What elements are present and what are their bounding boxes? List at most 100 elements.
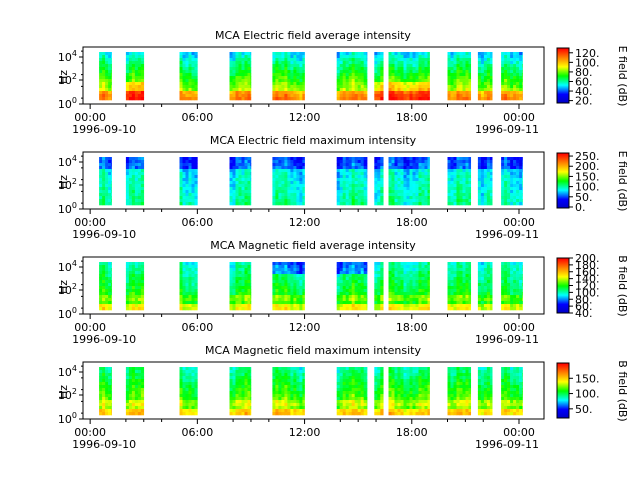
spectrogram-cell	[394, 295, 398, 299]
spectrogram-cell	[229, 370, 233, 374]
spectrogram-cell	[339, 178, 343, 182]
spectrogram-cell	[185, 274, 189, 278]
spectrogram-cell	[394, 67, 398, 71]
spectrogram-cell	[342, 196, 346, 200]
spectrogram-cell	[424, 301, 428, 305]
spectrogram-cell	[357, 97, 361, 101]
spectrogram-cell	[480, 196, 485, 200]
spectrogram-cell	[513, 193, 517, 197]
spectrogram-cell	[421, 91, 425, 95]
spectrogram-cell	[247, 271, 251, 275]
spectrogram-cell	[229, 292, 233, 296]
spectrogram-cell	[483, 91, 488, 95]
spectrogram-cell	[453, 262, 457, 266]
spectrogram-cell	[232, 73, 236, 77]
colorbar-tick-label: 20.	[575, 95, 593, 108]
spectrogram-cell	[427, 181, 430, 185]
spectrogram-cell	[108, 82, 112, 86]
spectrogram-cell	[250, 199, 252, 203]
spectrogram-cell	[391, 79, 395, 83]
spectrogram-cell	[459, 175, 463, 179]
spectrogram-cell	[489, 298, 493, 302]
spectrogram-cell	[412, 61, 416, 65]
colorbar-tick-label: 200.	[575, 252, 600, 265]
spectrogram-cell	[447, 280, 451, 284]
spectrogram-cell	[342, 175, 346, 179]
data-block	[447, 157, 472, 206]
spectrogram-cell	[137, 412, 142, 416]
spectrogram-cell	[465, 85, 469, 89]
spectrogram-cell	[137, 184, 142, 188]
spectrogram-cell	[244, 88, 248, 92]
spectrogram-cell	[134, 286, 139, 290]
spectrogram-cell	[99, 292, 103, 296]
spectrogram-cell	[412, 172, 416, 176]
spectrogram-cell	[125, 391, 130, 395]
spectrogram-cell	[191, 289, 195, 293]
spectrogram-cell	[128, 82, 133, 86]
spectrogram-cell	[377, 91, 381, 95]
spectrogram-cell	[293, 307, 297, 311]
spectrogram-cell	[351, 166, 355, 170]
spectrogram-cell	[235, 388, 239, 392]
spectrogram-cell	[468, 277, 472, 281]
spectrogram-cell	[394, 178, 398, 182]
colorbar-tick-label: 180.	[575, 259, 600, 272]
spectrogram-cell	[418, 160, 422, 164]
spectrogram-cell	[241, 268, 245, 272]
spectrogram-cell	[412, 277, 416, 281]
spectrogram-cell	[194, 277, 198, 281]
spectrogram-cell	[453, 181, 457, 185]
spectrogram-cell	[281, 184, 285, 188]
spectrogram-cell	[182, 295, 186, 299]
spectrogram-cell	[134, 391, 139, 395]
spectrogram-cell	[397, 274, 401, 278]
spectrogram-cell	[235, 274, 239, 278]
spectrogram-cell	[241, 58, 245, 62]
spectrogram-cell	[336, 193, 340, 197]
spectrogram-cell	[453, 160, 457, 164]
spectrogram-cell	[185, 412, 189, 416]
spectrogram-cell	[336, 55, 340, 59]
spectrogram-cell	[519, 187, 523, 191]
spectrogram-cell	[418, 94, 422, 98]
spectrogram-cell	[516, 265, 520, 269]
colorbar-swatch	[557, 276, 569, 278]
spectrogram-cell	[465, 52, 469, 56]
spectrogram-cell	[480, 295, 485, 299]
spectrogram-cell	[185, 181, 189, 185]
spectrogram-cell	[238, 394, 242, 398]
colorbar-swatch	[557, 54, 569, 56]
spectrogram-cell	[281, 91, 285, 95]
spectrogram-cell	[111, 265, 112, 269]
spectrogram-cell	[137, 262, 142, 266]
spectrogram-cell	[296, 82, 300, 86]
spectrogram-cell	[513, 61, 517, 65]
spectrogram-cell	[131, 202, 136, 206]
spectrogram-cell	[406, 274, 410, 278]
spectrogram-cell	[275, 70, 279, 74]
spectrogram-cell	[293, 199, 297, 203]
spectrogram-cell	[128, 304, 133, 308]
spectrogram-cell	[406, 58, 410, 62]
y-tick-label: 104	[58, 259, 77, 274]
spectrogram-cell	[513, 268, 517, 272]
spectrogram-cell	[302, 76, 305, 80]
spectrogram-cell	[450, 70, 454, 74]
spectrogram-cell	[293, 73, 297, 77]
spectrogram-cell	[102, 91, 106, 95]
spectrogram-cell	[179, 64, 183, 68]
spectrogram-cell	[406, 172, 410, 176]
spectrogram-cell	[394, 289, 398, 293]
spectrogram-cell	[453, 73, 457, 77]
spectrogram-cell	[111, 160, 112, 164]
spectrogram-cell	[244, 409, 248, 413]
spectrogram-cell	[290, 271, 294, 275]
spectrogram-cell	[459, 199, 463, 203]
spectrogram-cell	[131, 94, 136, 98]
spectrogram-cell	[354, 58, 358, 62]
spectrogram-cell	[275, 166, 279, 170]
spectrogram-cell	[459, 265, 463, 269]
spectrogram-cell	[244, 58, 248, 62]
spectrogram-cell	[140, 73, 145, 77]
